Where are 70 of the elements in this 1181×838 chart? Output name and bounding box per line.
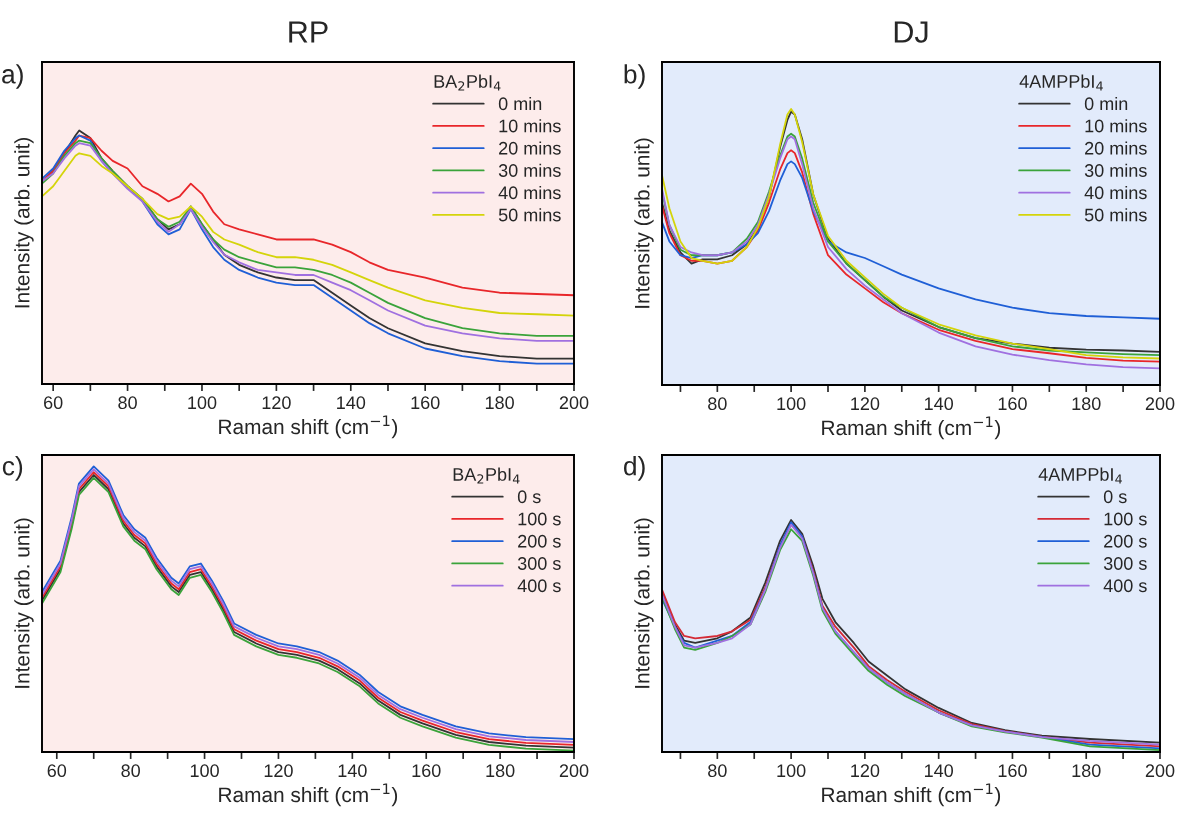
legend-label: 100 s <box>518 512 561 526</box>
x-tick-label: 180 <box>485 396 514 410</box>
legend-label: 300 s <box>1103 557 1147 570</box>
legend-label: 0 min <box>498 96 542 111</box>
legend-label: 100 s <box>1104 512 1147 526</box>
x-axis-title: Raman shift (cm$^{−1}$) <box>219 415 398 439</box>
legend-label: 0 min <box>1084 96 1128 111</box>
x-tick-label: 140 <box>924 764 954 778</box>
legend-title: 4AMPPbI$_{4}$ <box>1038 467 1122 484</box>
x-tick-label: 140 <box>337 396 366 410</box>
legend-label: 400 s <box>1103 579 1147 593</box>
x-tick-label: 100 <box>777 764 806 778</box>
legend-label: 10 mins <box>499 119 561 133</box>
chart-title: RP <box>289 21 328 43</box>
x-tick-label: 200 <box>1145 764 1175 778</box>
x-tick-label: 200 <box>559 764 589 778</box>
legend-title: 4AMPPbI$_{4}$ <box>1019 74 1103 91</box>
legend-label: 20 mins <box>1085 141 1147 155</box>
x-tick-label: 80 <box>708 397 727 411</box>
x-tick-label: 200 <box>559 396 589 410</box>
y-axis-title: Intensity (arb. unit) <box>634 518 654 688</box>
legend-label: 200 s <box>518 534 561 548</box>
x-axis-title: Raman shift (cm$^{−1}$) <box>219 783 398 807</box>
legend-label: 50 mins <box>498 208 561 222</box>
text: c) <box>2 456 23 481</box>
y-axis-title: Intensity (arb. unit) <box>14 518 34 688</box>
x-tick-label: 120 <box>264 764 293 778</box>
legend-label: 30 mins <box>1084 163 1147 177</box>
x-tick-label: 160 <box>411 396 440 410</box>
legend-label: 400 s <box>517 579 561 593</box>
legend-label: 10 mins <box>1085 119 1147 133</box>
legend-title: BA$_{2}$PbI$_{4}$ <box>453 467 520 484</box>
x-tick-label: 80 <box>121 764 140 778</box>
legend-label: 30 mins <box>498 163 561 177</box>
x-tick-label: 200 <box>1145 397 1175 411</box>
x-tick-label: 180 <box>1072 397 1101 411</box>
legend-label: 200 s <box>1104 534 1147 548</box>
legend-title: BA$_{2}$PbI$_{4}$ <box>434 74 501 91</box>
legend-label: 20 mins <box>499 141 561 155</box>
x-tick-label: 160 <box>998 764 1027 778</box>
x-tick-label: 160 <box>412 764 441 778</box>
legend-label: 0 s <box>517 490 541 504</box>
x-tick-label: 100 <box>188 396 217 410</box>
x-tick-label: 180 <box>486 764 515 778</box>
text: b) <box>624 64 645 89</box>
legend-label: 40 mins <box>498 185 561 200</box>
y-axis-title: Intensity (arb. unit) <box>14 138 34 308</box>
legend-label: 50 mins <box>1084 208 1147 222</box>
x-tick-label: 60 <box>44 396 63 410</box>
x-tick-label: 160 <box>998 397 1027 411</box>
x-tick-label: 120 <box>851 397 880 411</box>
legend-label: 0 s <box>1103 490 1127 504</box>
text: d) <box>623 456 645 481</box>
x-tick-label: 80 <box>118 396 137 410</box>
y-axis-title: Intensity (arb. unit) <box>634 138 654 308</box>
x-tick-label: 120 <box>851 764 880 778</box>
chart-title: DJ <box>894 21 928 43</box>
text: a) <box>2 64 23 89</box>
x-axis-title: Raman shift (cm$^{−1}$) <box>822 783 1001 807</box>
x-tick-label: 80 <box>708 764 727 778</box>
x-tick-label: 100 <box>777 397 806 411</box>
x-tick-label: 140 <box>338 764 367 778</box>
x-tick-label: 120 <box>262 396 291 410</box>
x-axis-title: Raman shift (cm$^{−1}$) <box>822 416 1001 440</box>
x-tick-label: 100 <box>190 764 219 778</box>
legend-label: 300 s <box>517 557 561 570</box>
x-tick-label: 180 <box>1072 764 1101 778</box>
legend-label: 40 mins <box>1084 185 1147 200</box>
x-tick-label: 60 <box>47 764 67 778</box>
x-tick-label: 140 <box>924 397 954 411</box>
